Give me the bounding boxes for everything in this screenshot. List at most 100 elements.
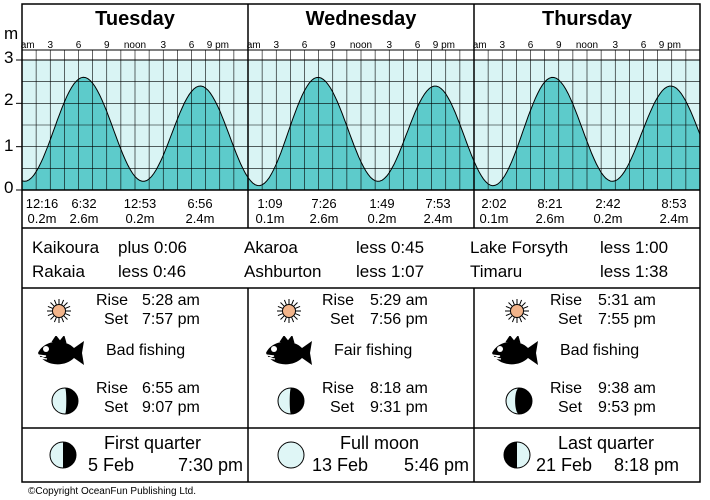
sun-icon (504, 298, 530, 329)
sun-ray (295, 313, 301, 317)
sun-ray (65, 305, 71, 309)
fish-eye (43, 346, 49, 352)
moonset-label: Set (558, 399, 583, 416)
sun-ray (277, 305, 283, 309)
sun-ray (523, 305, 529, 309)
fish-body (38, 341, 84, 365)
copyright: ©Copyright OceanFun Publishing Ltd. (28, 486, 197, 497)
fish-teeth (37, 354, 48, 360)
x-tick-label: 6 (301, 40, 308, 51)
tide-time: 2:02 (481, 196, 507, 211)
fish-fin (279, 334, 295, 344)
moon-icon (50, 386, 80, 421)
station-rakaia-offset: less 0:46 (118, 262, 187, 281)
station-lake-forsyth: Lake Forsyth (470, 238, 569, 257)
moonset-time: 9:31 pm (370, 399, 428, 416)
tide-height: 2.6m (69, 211, 99, 226)
y-tick-3: 3 (4, 48, 14, 67)
fish-teeth (491, 354, 502, 360)
moon-phase-time: 7:30 pm (178, 455, 244, 475)
sunrise-label: Rise (322, 292, 355, 309)
sun-ray (291, 317, 295, 323)
moonset-time: 9:07 pm (142, 399, 200, 416)
tide-height: 0.2m (27, 211, 57, 226)
x-tick-label: noon (575, 40, 599, 51)
tide-label: 6:32 2.6m (70, 196, 99, 226)
sun-ray (277, 313, 283, 317)
x-tick-label: am (246, 40, 261, 51)
x-tick-label: 3 (386, 40, 393, 51)
tide-time: 7:26 (311, 196, 337, 211)
sun-ray (50, 302, 55, 307)
moon-phase-time: 5:46 pm (404, 455, 470, 475)
station-rakaia: Rakaia (32, 262, 85, 281)
phase-shadow (504, 442, 517, 468)
moon-shadow (289, 388, 304, 414)
tide-label: 2:42 0.2m (594, 196, 623, 226)
x-tick-label: noon (349, 40, 373, 51)
sun-ray (53, 299, 57, 305)
tide-time: 8:53 (661, 196, 687, 211)
tide-label: 7:53 2.4m (424, 196, 453, 226)
outer-border (21, 3, 701, 483)
sunset-label: Set (104, 311, 129, 328)
moonrise-label: Rise (550, 380, 583, 397)
sun-ray (50, 315, 55, 320)
phase-shadow (63, 442, 76, 468)
moonset-time: 9:53 pm (598, 399, 656, 416)
y-tick-0: 0 (4, 178, 14, 197)
sun-ray (283, 299, 287, 305)
sun-ray (291, 299, 295, 305)
tide-height: 0.2m (593, 211, 623, 226)
fish-body (266, 341, 312, 365)
sun-ray (508, 315, 513, 320)
moon-phase-date: 21 Feb (536, 455, 593, 475)
x-tick-label: 3 (499, 40, 506, 51)
sunrise-time: 5:29 am (370, 292, 428, 309)
sunset-time: 7:56 pm (370, 311, 428, 328)
moon-phase-last-quarter-icon (502, 440, 532, 475)
sun-ray (280, 302, 285, 307)
x-tick-label: 3 (273, 40, 280, 51)
sun-ray (519, 299, 523, 305)
x-tick-label: noon (123, 40, 147, 51)
x-tick-label: 9 (103, 40, 110, 51)
sun-ray (293, 315, 298, 320)
moonrise-label: Rise (322, 380, 355, 397)
x-tick-label: 3 (612, 40, 619, 51)
sun-ray (523, 313, 529, 317)
station-timaru-offset: less 1:38 (600, 262, 669, 281)
moonrise-time: 8:18 am (370, 380, 428, 397)
x-tick-label: 9 pm (206, 40, 229, 51)
sun-ray (61, 299, 65, 305)
tide-height: 2.4m (423, 211, 453, 226)
station-kaikoura-offset: plus 0:06 (118, 238, 187, 257)
station-akaroa: Akaroa (244, 238, 298, 257)
tide-label: 2:02 0.1m (480, 196, 509, 226)
tide-time: 1:09 (257, 196, 283, 211)
tide-time: 8:21 (537, 196, 563, 211)
station-lake-forsyth-offset: less 1:00 (600, 238, 669, 257)
x-tick-label: am (20, 40, 35, 51)
sunrise-label: Rise (550, 292, 583, 309)
sun-ray (63, 315, 68, 320)
fish-fin (51, 334, 67, 344)
x-tick-label: 6 (414, 40, 421, 51)
sunrise-time: 5:31 am (598, 292, 656, 309)
tide-time: 2:42 (595, 196, 621, 211)
sun-ray (65, 313, 71, 317)
sun-ray (280, 315, 285, 320)
tide-line (21, 76, 701, 187)
fish-fin (505, 334, 521, 344)
fish-teeth (265, 354, 276, 360)
sunrise-time: 5:28 am (142, 292, 200, 309)
moon-phase-date: 13 Feb (312, 455, 369, 475)
moon-icon (504, 386, 534, 421)
station-akaroa-offset: less 0:45 (356, 238, 425, 257)
tide-label: 8:21 2.6m (536, 196, 565, 226)
tide-height: 2.4m (185, 211, 215, 226)
day-title-thursday: Thursday (541, 8, 633, 30)
sun-ray (511, 317, 515, 323)
sun-icon (46, 298, 72, 329)
